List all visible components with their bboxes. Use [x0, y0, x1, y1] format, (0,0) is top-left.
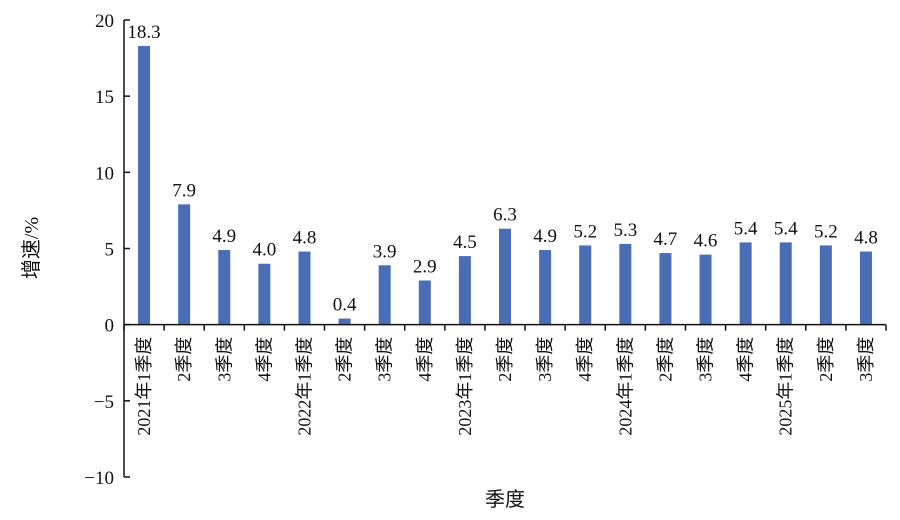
data-label: 4.7 [654, 229, 678, 250]
data-label: 18.3 [127, 22, 160, 43]
bar [338, 318, 351, 325]
category-label: 2季度 [174, 337, 194, 382]
y-tick-label: 15 [95, 87, 114, 108]
data-label: 4.5 [453, 232, 477, 253]
category-labels: 2021年1季度 2季度 3季度 4季度 2022年1季度 2季度 3季度 4季度 2023年1… [134, 337, 876, 436]
data-labels: 18.3 7.9 4.9 4.0 4.8 0.4 3.9 2.9 4.5 6.3 4.9 5.2 5.3… [127, 22, 877, 316]
y-tick-label: 0 [105, 316, 115, 337]
category-label: 3季度 [535, 337, 555, 382]
data-label: 4.6 [694, 231, 718, 252]
data-label: 4.8 [854, 228, 878, 249]
bar [819, 245, 832, 325]
category-label: 2021年1季度 [134, 337, 154, 436]
data-label: 5.4 [774, 218, 798, 239]
data-label: 5.2 [814, 221, 838, 242]
category-label: 2025年1季度 [776, 337, 796, 436]
bar [178, 204, 191, 325]
category-label: 2季度 [335, 337, 355, 382]
bar [499, 228, 511, 325]
y-tick-label: 20 [95, 11, 114, 32]
bar [298, 251, 311, 325]
data-label: 0.4 [333, 295, 357, 316]
data-label: 4.9 [533, 226, 557, 247]
y-tick-label: −5 [94, 392, 114, 413]
bar [659, 253, 672, 325]
category-label: 2季度 [495, 337, 515, 382]
data-label: 3.9 [373, 241, 397, 262]
bar [258, 263, 271, 325]
category-label: 2季度 [655, 337, 675, 382]
data-label: 6.3 [493, 205, 517, 226]
category-label: 3季度 [214, 337, 234, 382]
category-label: 4季度 [254, 337, 274, 382]
x-axis-title: 季度 [485, 488, 525, 511]
bar [859, 251, 872, 325]
category-label: 2季度 [816, 337, 836, 382]
data-label: 5.4 [734, 218, 758, 239]
x-axis-ticks [123, 324, 887, 331]
data-label: 4.9 [212, 226, 236, 247]
bar [619, 243, 632, 325]
category-label: 3季度 [696, 337, 716, 382]
category-label: 2023年1季度 [455, 337, 475, 436]
y-tick-label: 5 [105, 240, 115, 261]
y-tick-label: 10 [95, 163, 114, 184]
category-label: 3季度 [375, 337, 395, 382]
bar [779, 242, 792, 325]
data-label: 4.8 [293, 228, 317, 249]
category-label: 2022年1季度 [294, 337, 314, 436]
category-label: 4季度 [415, 337, 435, 382]
data-label: 7.9 [172, 180, 196, 201]
bar [378, 265, 391, 325]
data-label: 5.3 [613, 220, 637, 241]
bar [739, 242, 752, 325]
bar [138, 45, 151, 325]
data-label: 5.2 [573, 221, 597, 242]
bars [138, 45, 872, 325]
data-label: 4.0 [252, 240, 276, 261]
category-label: 4季度 [575, 337, 595, 382]
data-label: 2.9 [413, 256, 437, 277]
category-label: 2024年1季度 [615, 337, 635, 436]
category-label: 4季度 [736, 337, 756, 382]
y-tick-label: −10 [84, 468, 114, 489]
bar [539, 250, 552, 325]
y-axis-title: 增速/% [20, 217, 43, 279]
bar [458, 256, 471, 325]
bar [699, 254, 712, 325]
bar [218, 250, 231, 325]
y-axis-ticks: 20 15 10 5 0 −5 −10 [84, 11, 130, 489]
bar [418, 280, 431, 325]
bar [579, 245, 592, 325]
category-label: 3季度 [856, 337, 876, 382]
